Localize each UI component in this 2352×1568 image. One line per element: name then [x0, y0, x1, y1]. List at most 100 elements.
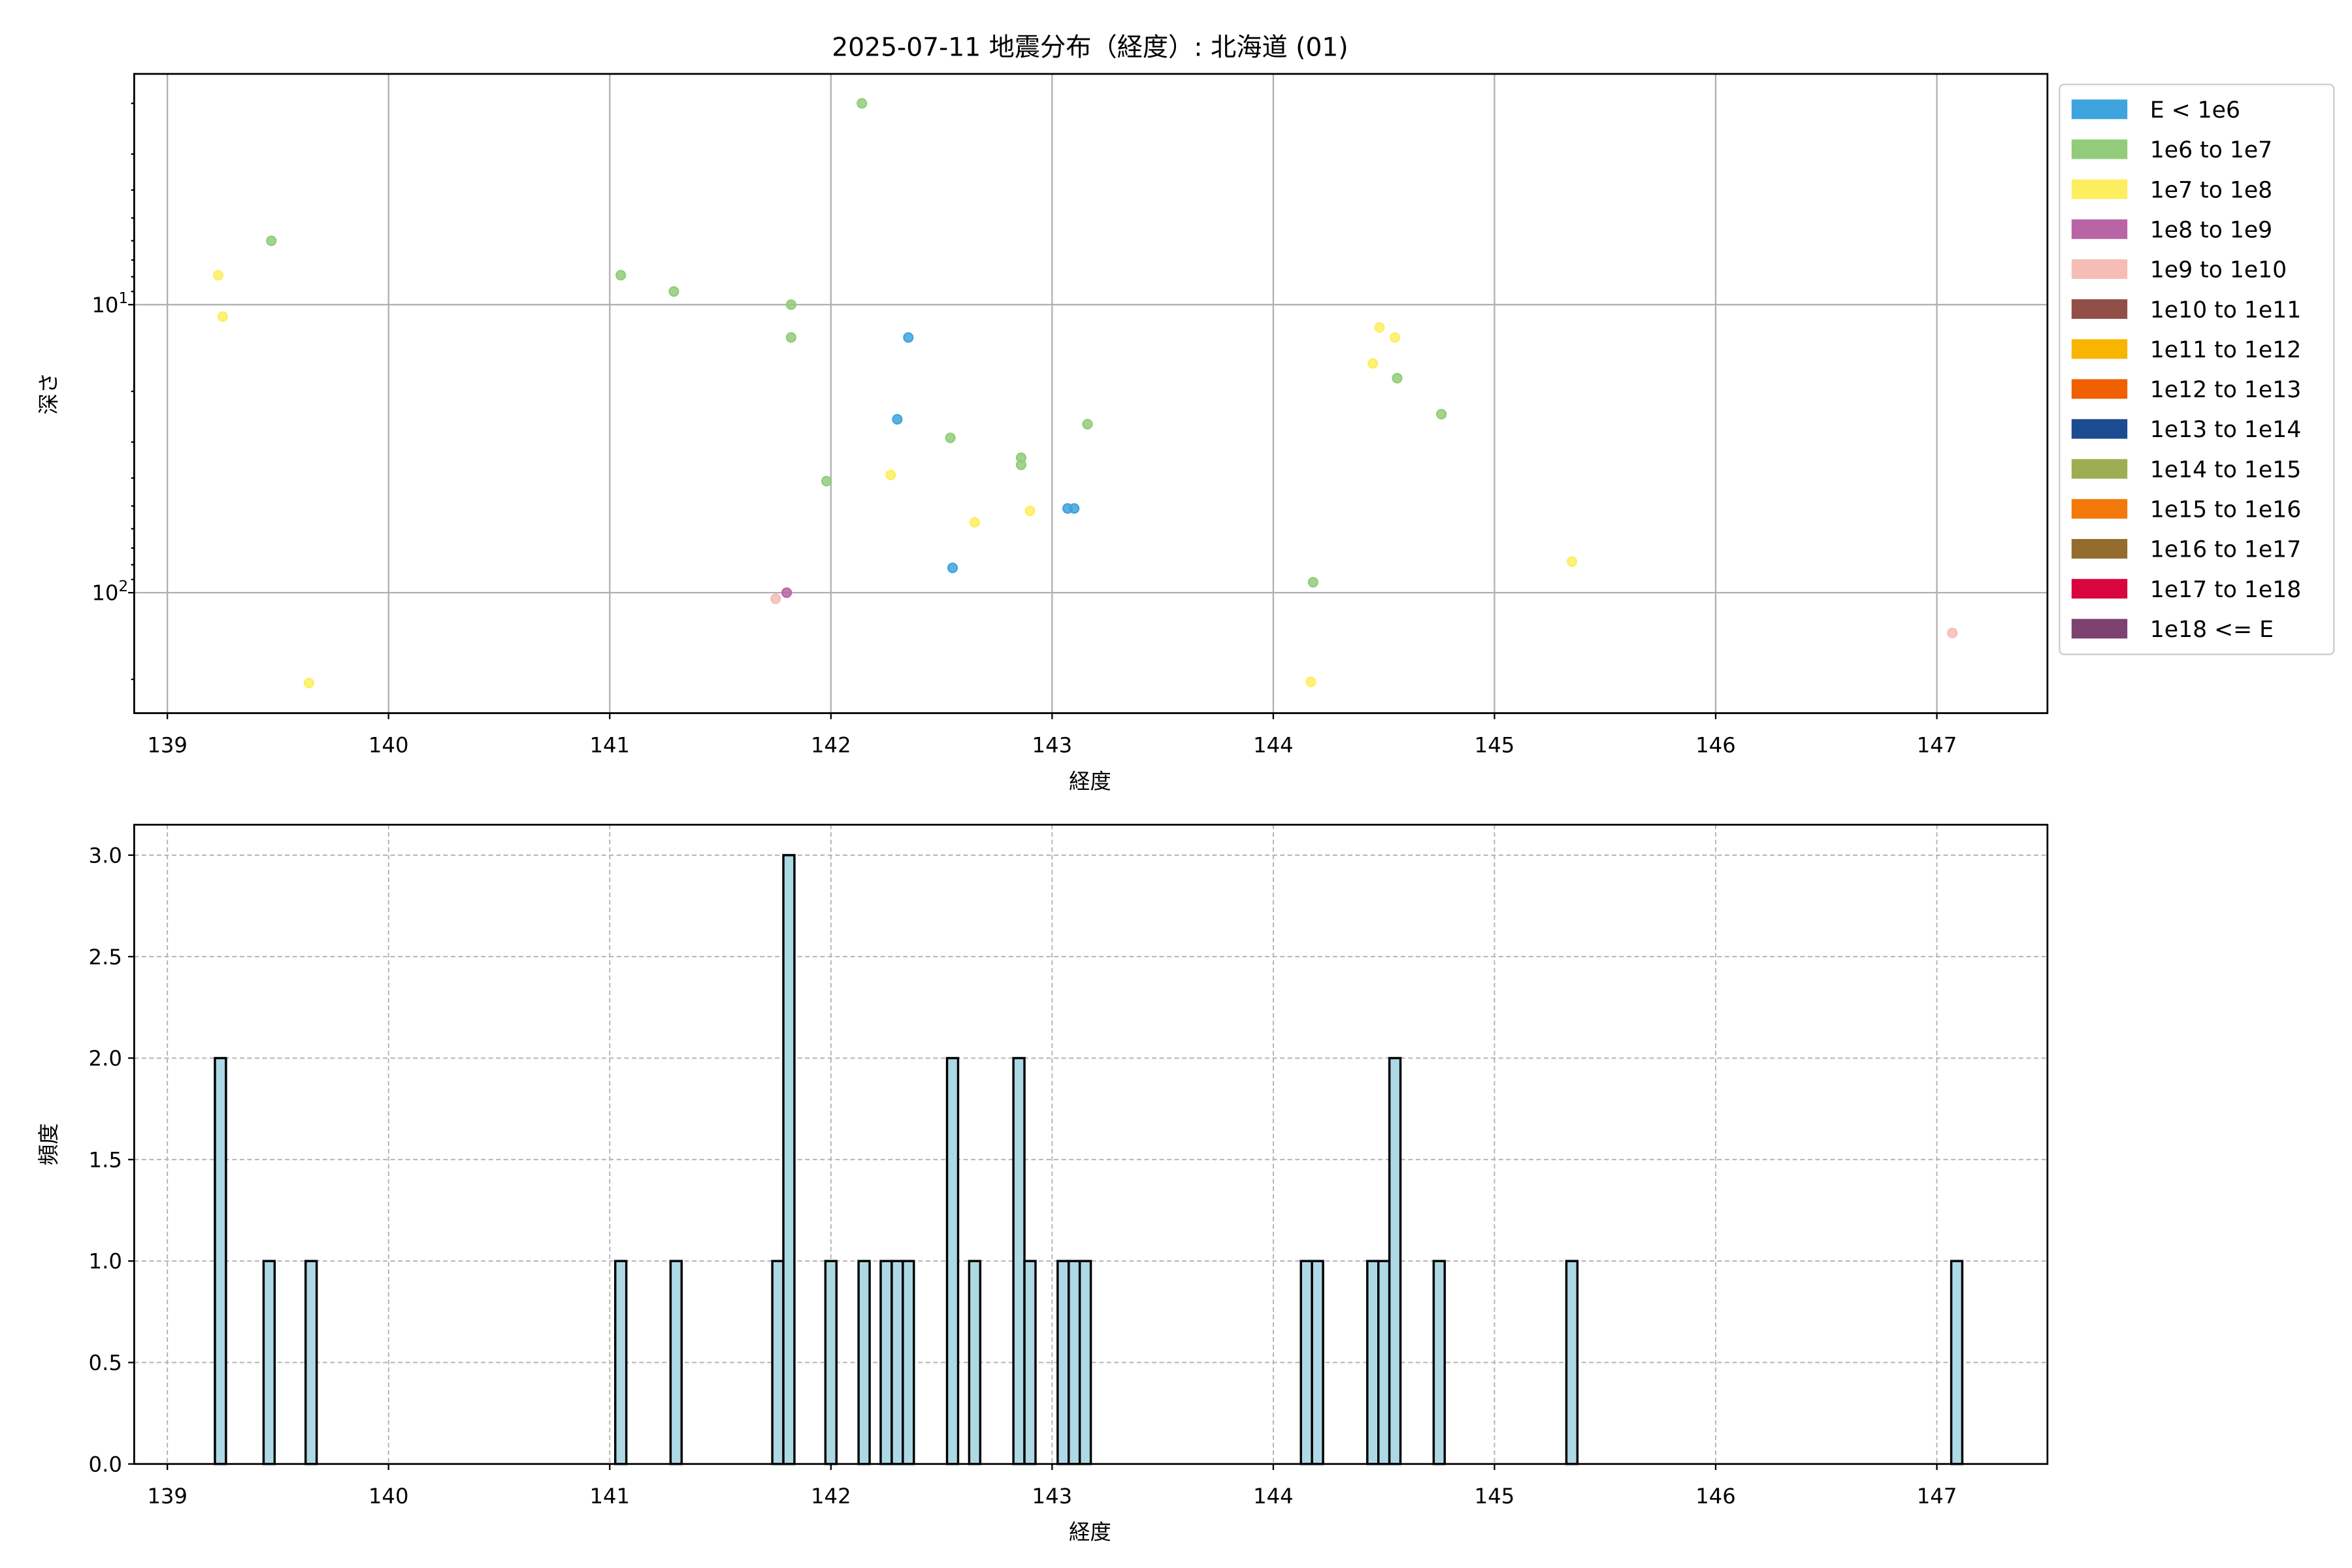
legend-label: 1e6 to 1e7 — [2150, 137, 2272, 163]
histogram-bar — [824, 1260, 838, 1465]
x-tick-label: 145 — [1475, 733, 1515, 758]
legend-box — [2059, 84, 2335, 655]
legend-label: E < 1e6 — [2150, 97, 2240, 123]
legend-swatch — [2071, 179, 2128, 199]
histogram-x-label: 経度 — [1069, 1520, 1111, 1544]
legend-swatch — [2071, 99, 2128, 120]
y-tick-label: 2.5 — [89, 945, 122, 970]
x-tick-label: 142 — [811, 733, 851, 758]
histogram-bar — [614, 1260, 628, 1465]
legend-label: 1e10 to 1e11 — [2150, 297, 2301, 323]
data-point — [945, 433, 956, 444]
x-tick-label: 140 — [368, 733, 409, 758]
data-point — [1367, 358, 1379, 369]
y-tick-label: 3.0 — [89, 843, 122, 868]
scatter-plot: 139 140 141 142 143 144 145 146 147 101 102 — [91, 73, 2049, 758]
histogram-bar — [1366, 1260, 1380, 1465]
legend-swatch — [2071, 619, 2128, 639]
histogram-bar — [1078, 1260, 1092, 1465]
x-tick-label: 144 — [1253, 733, 1294, 758]
x-tick-label: 143 — [1032, 1484, 1073, 1509]
histogram-bar — [262, 1260, 276, 1465]
data-point — [1390, 332, 1401, 343]
data-point — [903, 332, 914, 343]
legend-swatch — [2071, 299, 2128, 319]
legend-label: 1e14 to 1e15 — [2150, 457, 2301, 483]
data-point — [781, 587, 792, 598]
data-point — [770, 593, 781, 604]
legend-label: 1e15 to 1e16 — [2150, 497, 2301, 523]
histogram-bar — [968, 1260, 982, 1465]
legend-swatch — [2071, 219, 2128, 239]
data-point — [821, 476, 832, 487]
x-tick-label: 144 — [1253, 1484, 1294, 1509]
y-tick-label: 0.0 — [89, 1452, 122, 1477]
data-point — [969, 517, 980, 528]
histogram-bar — [214, 1056, 227, 1465]
x-tick-label: 146 — [1695, 1484, 1736, 1509]
x-tick-label: 142 — [811, 1484, 851, 1509]
data-point — [1566, 556, 1578, 567]
histogram-bar — [1311, 1260, 1324, 1465]
histogram-bar — [1565, 1260, 1579, 1465]
x-tick-label: 141 — [589, 733, 630, 758]
legend-label: 1e9 to 1e10 — [2150, 257, 2287, 284]
histogram-bar — [902, 1260, 915, 1465]
data-point — [785, 332, 796, 343]
x-tick-label: 147 — [1917, 1484, 1957, 1509]
data-point — [785, 299, 796, 310]
legend-label: 1e11 to 1e12 — [2150, 337, 2301, 363]
histogram-bar — [857, 1260, 871, 1465]
legend-swatch — [2071, 498, 2128, 519]
plot-frame — [133, 73, 2049, 714]
histogram-bar — [1023, 1260, 1037, 1465]
y-tick-label: 1.0 — [89, 1249, 122, 1274]
data-point — [217, 311, 228, 322]
legend-label: 1e7 to 1e8 — [2150, 177, 2272, 203]
data-point — [1069, 503, 1080, 514]
histogram-bar — [1950, 1260, 1964, 1465]
data-point — [1436, 408, 1447, 420]
data-point — [1374, 322, 1385, 333]
x-tick-label: 139 — [147, 1484, 188, 1509]
data-point — [303, 678, 314, 689]
data-point — [266, 235, 277, 246]
histogram-bar — [945, 1056, 960, 1465]
legend-swatch — [2071, 339, 2128, 359]
y-tick-label: 102 — [91, 578, 128, 606]
legend-label: 1e16 to 1e17 — [2150, 537, 2301, 563]
legend-swatch — [2071, 539, 2128, 559]
histogram-bar — [304, 1260, 318, 1465]
legend: E < 1e6 1e6 to 1e7 1e7 to 1e8 1e8 to 1e9 1e9… — [2059, 84, 2335, 655]
legend-label: 1e17 to 1e18 — [2150, 577, 2301, 603]
legend-label: 1e8 to 1e9 — [2150, 217, 2272, 243]
data-point — [947, 563, 958, 574]
chart-title: 2025-07-11 地震分布（経度）: 北海道 (01) — [832, 33, 1348, 62]
data-point — [857, 98, 868, 109]
data-point — [615, 270, 627, 281]
histogram-bar — [771, 1260, 785, 1465]
legend-swatch — [2071, 259, 2128, 279]
scatter-x-label: 経度 — [1069, 769, 1111, 794]
data-point — [212, 270, 224, 281]
histogram-bar — [1388, 1056, 1402, 1465]
data-point — [1305, 676, 1316, 687]
y-tick-label: 2.0 — [89, 1046, 122, 1071]
data-point — [1082, 419, 1093, 430]
data-point — [1015, 459, 1027, 470]
x-tick-label: 146 — [1695, 733, 1736, 758]
data-point — [1024, 505, 1036, 517]
data-point — [1307, 577, 1318, 588]
legend-swatch — [2071, 379, 2128, 399]
legend-swatch — [2071, 419, 2128, 439]
data-point — [1392, 372, 1403, 384]
x-tick-label: 143 — [1032, 733, 1073, 758]
plot-frame — [133, 823, 2049, 1465]
histogram-bar — [890, 1260, 904, 1465]
histogram-bar — [1068, 1260, 1081, 1465]
histogram-y-label: 頻度 — [36, 1123, 61, 1166]
histogram-bar — [669, 1260, 683, 1465]
x-tick-label: 140 — [368, 1484, 409, 1509]
legend-swatch — [2071, 459, 2128, 479]
